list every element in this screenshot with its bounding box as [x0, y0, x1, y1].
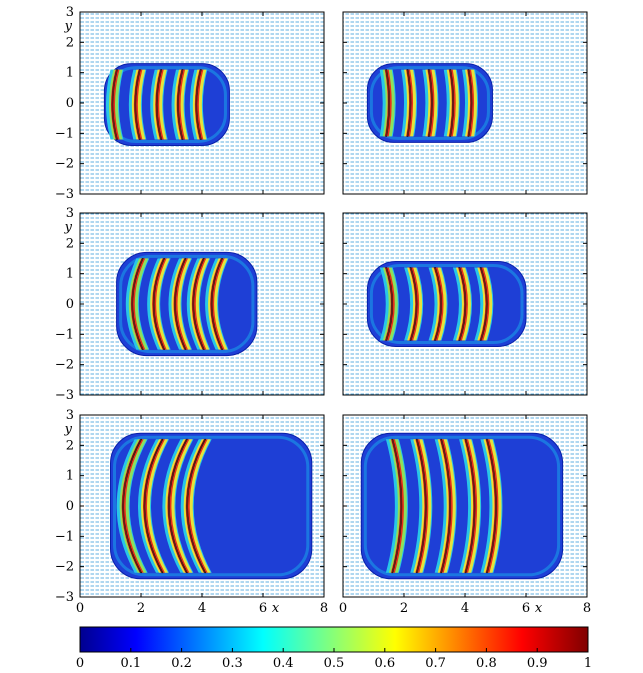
stripe-core: [448, 69, 456, 137]
panel-top-right: [342, 11, 588, 195]
colorbar-tick-label: 0.2: [171, 656, 192, 671]
stripe-core: [390, 439, 404, 573]
x-tick-label: 8: [583, 601, 591, 616]
panel-middle-left: 3 2 1 0 −1 −2 −3 y: [55, 206, 325, 403]
x-axis-label: x: [272, 601, 280, 616]
colorbar: 0 0.1 0.2 0.3 0.4 0.5 0.6 0.7 0.8 0.9 1: [76, 626, 592, 671]
colorbar-tick-label: 0.3: [222, 656, 243, 671]
y-axis-label: y: [64, 220, 73, 235]
y-axis-label: y: [64, 19, 73, 34]
panel-middle-right: [342, 212, 588, 396]
colorbar-tick-label: 0.9: [527, 656, 548, 671]
stripe-core: [485, 439, 499, 573]
stripe-core: [406, 69, 414, 137]
x-axis-label: x: [535, 601, 543, 616]
y-tick-label: 0: [66, 499, 74, 514]
stripe-core: [439, 439, 453, 573]
y-axis-label: y: [64, 422, 73, 437]
y-tick-label: −1: [55, 529, 74, 544]
x-tick-label: 4: [198, 601, 206, 616]
axes: 3 2 1 0 −1 −2 −3 y: [55, 206, 325, 403]
stripe-core: [464, 439, 478, 573]
stripe-core: [415, 439, 429, 573]
axes: 3 2 1 0 −1 −2 −3 y: [55, 5, 325, 202]
y-tick-label: 0: [66, 297, 74, 312]
axes: 0 2 4 6 8 x: [339, 414, 591, 616]
colorbar-tick-label: 1: [584, 656, 592, 671]
axes: [342, 212, 588, 396]
colorbar-tick-label: 0.6: [374, 656, 395, 671]
x-tick-label: 6: [259, 601, 267, 616]
stripe-core: [467, 69, 475, 137]
colorbar-tick-label: 0.8: [476, 656, 497, 671]
panel-bottom-right: 0 2 4 6 8 x: [339, 414, 591, 616]
colorbar-tick-label: 0.5: [324, 656, 345, 671]
y-tick-label: 2: [66, 438, 74, 453]
stripe-core: [427, 69, 435, 137]
y-tick-label: −3: [55, 187, 74, 202]
stripe-core: [384, 69, 392, 137]
y-tick-label: −1: [55, 327, 74, 342]
y-tick-label: −1: [55, 126, 74, 141]
y-tick-label: −3: [55, 388, 74, 403]
x-tick-label: 2: [137, 601, 145, 616]
y-tick-label: 2: [66, 236, 74, 251]
field-region: [360, 432, 564, 580]
y-tick-label: 1: [66, 469, 74, 484]
y-tick-label: −2: [55, 560, 74, 575]
panel-top-left: 3 2 1 0 −1 −2 −3 y: [55, 5, 325, 202]
y-tick-label: 1: [66, 267, 74, 282]
field-region: [110, 432, 313, 580]
x-tick-label: 0: [76, 601, 84, 616]
colorbar-tick-label: 0.4: [273, 656, 294, 671]
axes: [342, 11, 588, 195]
x-tick-label: 2: [400, 601, 408, 616]
x-tick-label: 8: [320, 601, 328, 616]
x-tick-label: 6: [522, 601, 530, 616]
stripe-core: [409, 267, 420, 341]
y-tick-label: 3: [66, 408, 74, 423]
stripe-core: [457, 267, 468, 341]
field-region: [103, 63, 230, 146]
colorbar-tick-label: 0.7: [425, 656, 446, 671]
y-tick-label: 1: [66, 66, 74, 81]
colorbar-tick-label: 0: [76, 656, 84, 671]
y-tick-label: 3: [66, 5, 74, 20]
stripe-core: [384, 267, 395, 341]
y-tick-label: −3: [55, 590, 74, 605]
x-tick-label: 0: [339, 601, 347, 616]
y-tick-label: −2: [55, 157, 74, 172]
stripe-core: [433, 267, 444, 341]
y-tick-label: 3: [66, 206, 74, 221]
y-tick-label: 2: [66, 35, 74, 50]
colorbar-tick-label: 0.1: [120, 656, 141, 671]
y-tick-label: −2: [55, 358, 74, 373]
y-tick-label: 0: [66, 96, 74, 111]
stripe-core: [479, 267, 490, 341]
x-tick-label: 4: [461, 601, 469, 616]
